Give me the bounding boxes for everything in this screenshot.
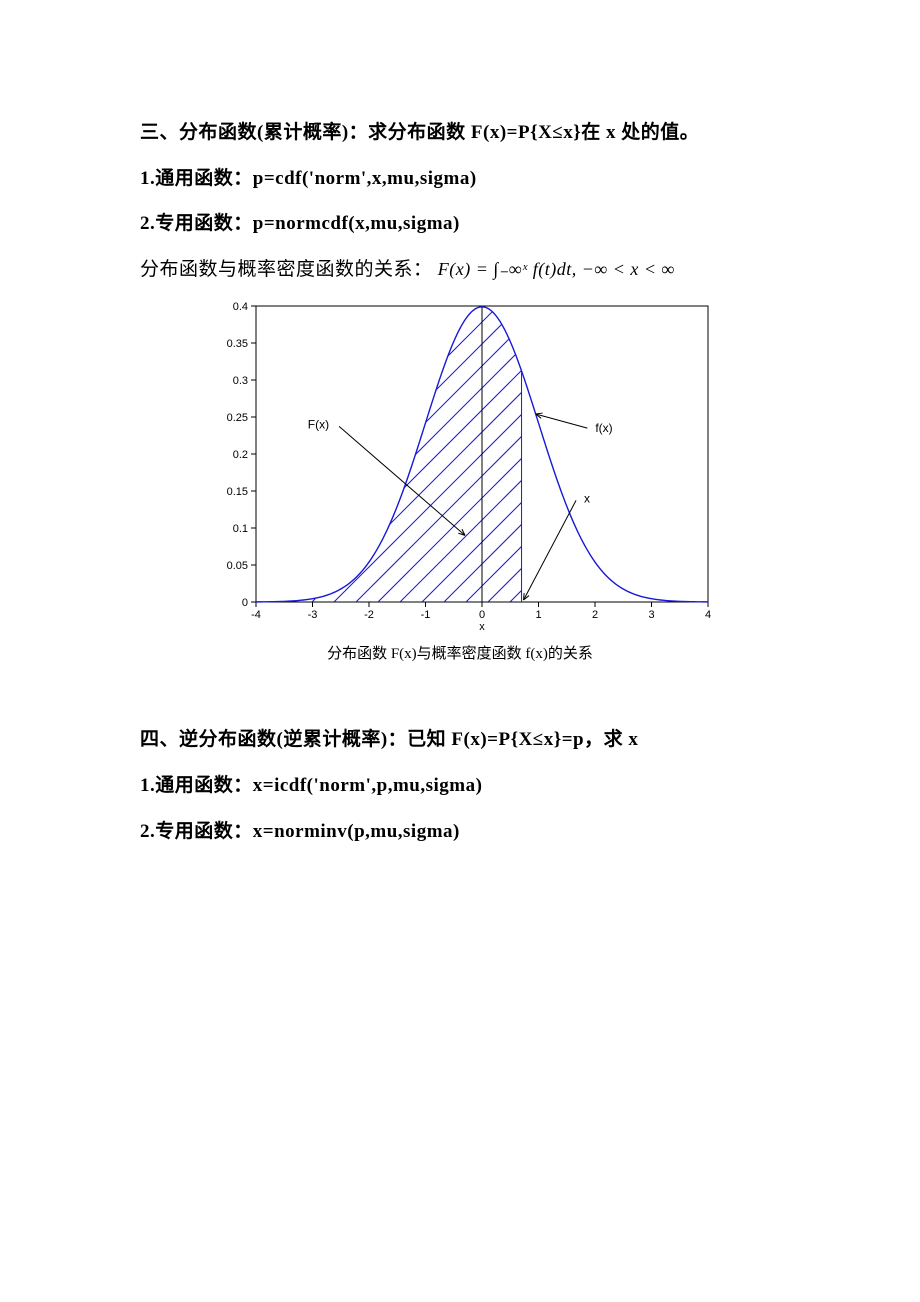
document-page: 三、分布函数(累计概率)：求分布函数 F(x)=P{X≤x}在 x 处的值。 1… (0, 0, 920, 1302)
svg-text:-1: -1 (421, 609, 431, 621)
chart-caption: 分布函数 F(x)与概率密度函数 f(x)的关系 (140, 642, 780, 663)
svg-text:f(x): f(x) (595, 421, 612, 435)
svg-text:0.4: 0.4 (233, 301, 248, 313)
svg-text:-3: -3 (308, 609, 318, 621)
section4-item1: 1.通用函数：x=icdf('norm',p,mu,sigma) (140, 763, 780, 809)
svg-text:0.35: 0.35 (227, 338, 248, 350)
svg-text:x: x (584, 492, 590, 506)
svg-text:F(x): F(x) (308, 418, 329, 432)
svg-text:0.15: 0.15 (227, 486, 248, 498)
svg-text:4: 4 (705, 609, 711, 621)
relation-label: 分布函数与概率密度函数的关系： (140, 259, 433, 280)
section3-item1: 1.通用函数：p=cdf('norm',x,mu,sigma) (140, 156, 780, 202)
svg-text:0.1: 0.1 (233, 523, 248, 535)
svg-text:-2: -2 (364, 609, 374, 621)
svg-text:0: 0 (242, 597, 248, 609)
svg-text:2: 2 (592, 609, 598, 621)
svg-text:0.25: 0.25 (227, 412, 248, 424)
relation-formula: F(x) = ∫₋∞ˣ f(t)dt, −∞ < x < ∞ (438, 259, 675, 279)
section4-item2: 2.专用函数：x=norminv(p,mu,sigma) (140, 809, 780, 855)
svg-text:0.3: 0.3 (233, 375, 248, 387)
chart-container: 0 0.05 0.1 0.15 0.2 0.25 0.3 0.35 0.4 -4 -3 -2 -1 0 1 2… (140, 296, 780, 663)
distribution-chart: 0 0.05 0.1 0.15 0.2 0.25 0.3 0.35 0.4 -4 -3 -2 -1 0 1 2… (200, 296, 720, 636)
svg-text:0: 0 (479, 609, 485, 621)
svg-text:3: 3 (648, 609, 654, 621)
svg-text:0.05: 0.05 (227, 560, 248, 572)
section4-title: 四、逆分布函数(逆累计概率)：已知 F(x)=P{X≤x}=p，求 x (140, 717, 780, 763)
svg-text:0.2: 0.2 (233, 449, 248, 461)
svg-text:1: 1 (535, 609, 541, 621)
svg-text:x: x (479, 621, 485, 633)
relation-line: 分布函数与概率密度函数的关系： F(x) = ∫₋∞ˣ f(t)dt, −∞ <… (140, 247, 780, 293)
svg-text:-4: -4 (251, 609, 261, 621)
section3-title: 三、分布函数(累计概率)：求分布函数 F(x)=P{X≤x}在 x 处的值。 (140, 110, 780, 156)
section3-item2: 2.专用函数：p=normcdf(x,mu,sigma) (140, 201, 780, 247)
